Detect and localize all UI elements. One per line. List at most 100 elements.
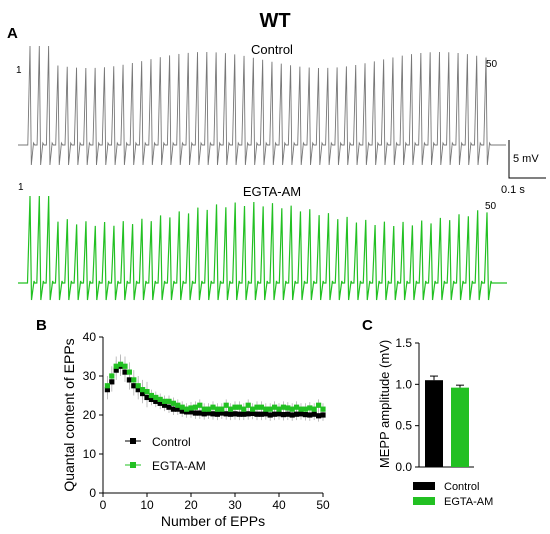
egta-point (294, 404, 300, 410)
control-point (245, 411, 251, 417)
trace-egta-start-label: 1 (18, 182, 24, 193)
panel-b-y-tick-label: 40 (83, 330, 97, 344)
egta-point (245, 402, 251, 408)
panel-c-y-tick-label: 1.0 (395, 377, 412, 391)
control-point (140, 390, 146, 397)
scale-bar-time: 0.1 s (501, 184, 525, 196)
panel-b-y-tick-label: 0 (89, 486, 96, 500)
egta-point (316, 402, 322, 408)
egta-point (250, 406, 256, 412)
control-point (131, 383, 137, 389)
egta-point (162, 398, 168, 404)
control-point (113, 367, 119, 373)
egta-point (175, 402, 181, 408)
control-point (236, 411, 242, 417)
egta-point (219, 406, 225, 412)
egta-point (170, 400, 176, 406)
control-point (144, 394, 150, 401)
egta-point (210, 404, 216, 410)
control-point (188, 409, 194, 415)
egta-point (223, 402, 229, 408)
panel-b-x-tick-label: 50 (316, 498, 330, 512)
control-point (250, 410, 256, 417)
control-point (126, 377, 132, 383)
egta-point (179, 404, 185, 410)
panel-b-y-tick-label: 30 (83, 369, 97, 383)
egta-trace-line (18, 195, 507, 301)
egta-point (140, 387, 146, 393)
trace-control-end-label: 50 (486, 59, 498, 70)
egta-point (135, 383, 141, 389)
panel-c-y-tick-label: 0.5 (395, 419, 412, 433)
control-point (184, 409, 190, 415)
control-trace-line (18, 45, 506, 166)
control-point (175, 406, 181, 412)
control-point (258, 411, 264, 417)
egta-point (302, 406, 308, 412)
panel-b-x-tick-label: 30 (228, 498, 242, 512)
control-point (223, 411, 229, 417)
control-point (157, 400, 163, 406)
legend-control-label: Control (152, 435, 191, 449)
panel-b-points (104, 361, 326, 419)
egta-point (192, 404, 198, 410)
egta-point (126, 369, 132, 375)
trace-control-start-label: 1 (16, 65, 22, 76)
control-point (206, 410, 212, 416)
panel-b-x-tick-label: 20 (184, 498, 198, 512)
egta-point (131, 377, 137, 383)
panel-b-chart: 0 10 20 30 40 0 10 20 30 40 50 Number of EPPs Quan… (61, 330, 330, 529)
egta-point (157, 396, 163, 402)
control-point (104, 387, 110, 393)
egta-point (307, 405, 313, 411)
control-point (263, 411, 269, 417)
control-point (272, 411, 278, 417)
egta-point (311, 406, 317, 412)
egta-point (109, 373, 115, 379)
panel-label-c: C (362, 317, 373, 334)
control-point (232, 411, 238, 417)
panel-b-x-tick-label: 40 (272, 498, 286, 512)
scale-bar-voltage: 5 mV (513, 153, 539, 165)
legend-c-egta-label: EGTA-AM (444, 496, 493, 508)
panel-c-axes: 0.0 0.5 1.0 1.5 (395, 336, 474, 474)
control-point (307, 412, 313, 418)
control-point (122, 369, 128, 375)
panel-a-traces: Control 1 50 EGTA-AM 1 50 5 mV 0.1 s (16, 42, 546, 301)
control-point (280, 412, 286, 418)
panel-b-axes: 0 10 20 30 40 0 10 20 30 40 50 (83, 330, 330, 512)
control-point (201, 411, 207, 417)
control-point (197, 410, 203, 416)
egta-point (267, 406, 273, 412)
egta-point (148, 392, 154, 399)
control-point (219, 410, 225, 416)
panel-c-legend: Control EGTA-AM (413, 481, 493, 508)
control-bar (425, 380, 443, 467)
egta-point (263, 406, 269, 412)
panel-b-x-tick-label: 10 (140, 498, 154, 512)
control-point (153, 398, 159, 404)
control-point (135, 387, 141, 393)
control-point (148, 396, 154, 402)
control-point (170, 406, 176, 412)
egta-point (197, 402, 203, 408)
trace-label-control: Control (251, 42, 293, 57)
control-point (316, 413, 322, 419)
control-point (162, 402, 168, 408)
egta-point (258, 404, 264, 410)
control-point (311, 411, 317, 417)
control-point (210, 411, 216, 417)
egta-bar (451, 387, 469, 467)
egta-point (232, 404, 238, 410)
legend-egta-label: EGTA-AM (152, 459, 206, 473)
control-point (228, 411, 234, 417)
egta-point (184, 406, 190, 412)
egta-point (280, 404, 286, 410)
egta-point (236, 404, 242, 410)
panel-c-y-axis-label: MEPP amplitude (mV) (377, 340, 392, 468)
egta-point (289, 406, 295, 412)
panel-b-legend: Control EGTA-AM (125, 435, 206, 473)
trace-label-egta: EGTA-AM (243, 184, 301, 199)
scale-bar (508, 140, 546, 179)
control-point (192, 410, 198, 416)
